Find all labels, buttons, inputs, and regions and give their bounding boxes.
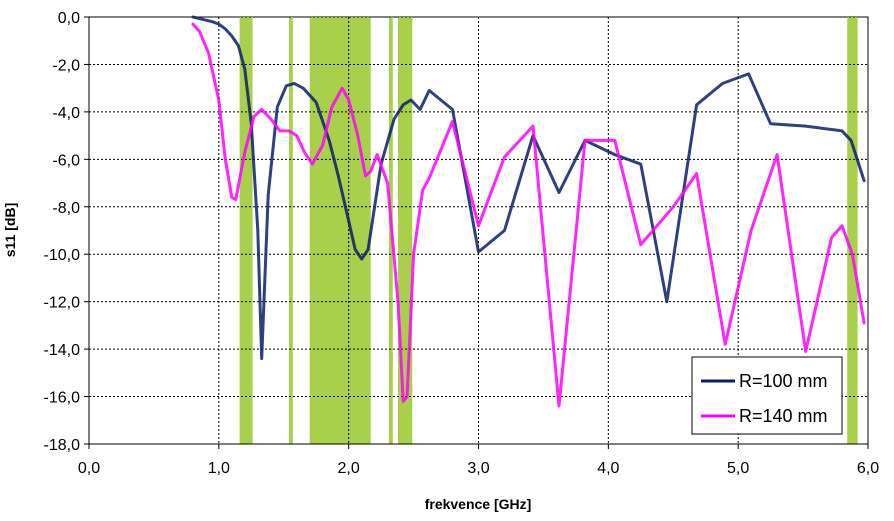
gridlines bbox=[89, 16, 869, 444]
x-tick-label: 1,0 bbox=[208, 460, 230, 477]
y-tick-label: -14,0 bbox=[44, 342, 81, 359]
x-tick-label: 2,0 bbox=[338, 460, 360, 477]
legend-label-r100: R=100 mm bbox=[739, 371, 828, 391]
highlight-band-6 bbox=[847, 17, 858, 444]
legend-label-r140: R=140 mm bbox=[739, 406, 828, 426]
y-tick-label: -18,0 bbox=[44, 437, 81, 454]
y-tick-label: -16,0 bbox=[44, 390, 81, 407]
y-tick-label: -4,0 bbox=[52, 105, 80, 122]
y-tick-label: -8,0 bbox=[52, 200, 80, 217]
series-line-r100 bbox=[191, 15, 866, 361]
highlight-band-3 bbox=[309, 17, 371, 444]
x-axis-title: frekvence [GHz] bbox=[425, 496, 532, 512]
legend-box bbox=[691, 356, 843, 435]
series-lines bbox=[191, 15, 866, 408]
x-tick-label: 0,0 bbox=[78, 460, 100, 477]
y-axis-title: s11 [dB] bbox=[2, 203, 18, 257]
highlight-band-1 bbox=[239, 17, 253, 444]
x-tick-label: 3,0 bbox=[467, 460, 489, 477]
y-tick-label: -2,0 bbox=[52, 57, 80, 74]
y-tick-label: -10,0 bbox=[44, 247, 81, 264]
highlight-band-2 bbox=[288, 17, 293, 444]
y-tick-label: -6,0 bbox=[52, 152, 80, 169]
highlight-band-5 bbox=[398, 17, 413, 444]
tick-labels: 0,0 -2,0 -4,0 -6,0 -8,0 -10,0 -12,0 -14,0 -16,0 -… bbox=[44, 10, 880, 477]
x-tick-label: 4,0 bbox=[597, 460, 619, 477]
y-tick-label: 0,0 bbox=[58, 10, 80, 27]
series-line-r140 bbox=[191, 22, 866, 408]
y-tick-label: -12,0 bbox=[44, 295, 81, 312]
x-tick-label: 6,0 bbox=[857, 460, 879, 477]
legend: R=100 mm R=140 mm bbox=[691, 356, 843, 435]
x-tick-label: 5,0 bbox=[727, 460, 749, 477]
